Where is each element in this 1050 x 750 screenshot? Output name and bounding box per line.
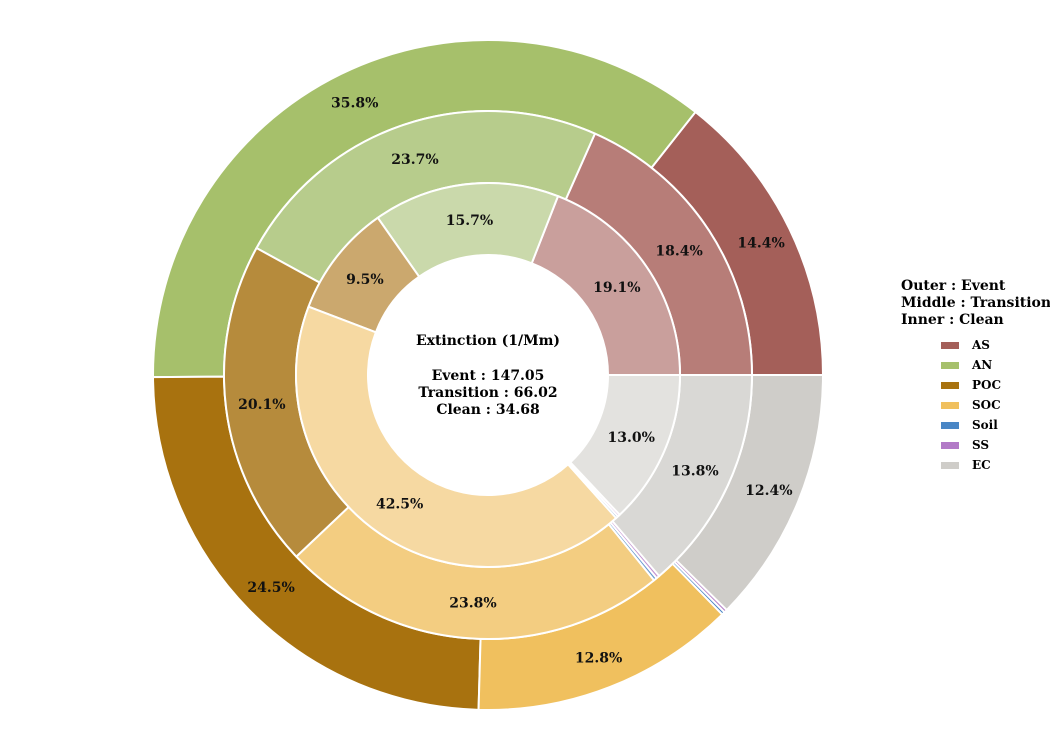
legend-label-ss: SS [972, 438, 990, 452]
legend-swatch-an [941, 361, 959, 369]
center-event-line: Event : 147.05 [432, 368, 545, 384]
middle-ring-label-soc: 23.8% [449, 596, 496, 612]
legend-swatch-as [941, 341, 959, 349]
outer-ring-label-as: 14.4% [737, 236, 784, 252]
donut-rings [151, 39, 825, 711]
middle-ring-label-ec: 13.8% [671, 464, 718, 480]
center-heading: Extinction (1/Mm) [416, 333, 560, 349]
legend-title-middle: Middle : Transition [901, 295, 1050, 311]
nested-donut-chart: 14.4% 35.8% 24.5% 12.8% 12.4% 18.4% 23.7% 20.1%… [151, 39, 825, 711]
center-clean-line: Clean : 34.68 [436, 402, 539, 418]
legend-label-ec: EC [972, 458, 991, 472]
inner-ring-label-ec: 13.0% [608, 430, 655, 446]
legend-title-outer: Outer : Event [901, 278, 1006, 294]
legend-label-an: AN [972, 358, 993, 372]
outer-ring-label-ec: 12.4% [745, 483, 792, 499]
outer-ring-label-soc: 12.8% [575, 651, 622, 667]
middle-ring-label-an: 23.7% [391, 152, 438, 168]
inner-ring-slice-ec [568, 374, 682, 517]
legend: Outer : Event Middle : Transition Inner … [901, 278, 1050, 475]
legend-label-soil: Soil [972, 418, 998, 432]
inner-ring-label-as: 19.1% [593, 280, 640, 296]
legend-swatch-ec [941, 461, 959, 469]
inner-ring-slice-soc [295, 305, 618, 568]
legend-item-soc: SOC [901, 395, 1046, 415]
legend-title-inner: Inner : Clean [901, 312, 1004, 328]
legend-swatch-ss [941, 441, 959, 449]
legend-swatch-poc [941, 381, 959, 389]
legend-item-ec: EC [901, 455, 1046, 475]
legend-swatch-soil [941, 421, 959, 429]
legend-item-soil: Soil [901, 415, 1046, 435]
legend-item-poc: POC [901, 375, 1046, 395]
outer-ring-label-an: 35.8% [331, 95, 378, 111]
center-transition-line: Transition : 66.02 [418, 385, 557, 401]
legend-item-ss: SS [901, 435, 1046, 455]
legend-label-poc: POC [972, 378, 1002, 392]
legend-label-as: AS [972, 338, 990, 352]
percentage-labels: 14.4% 35.8% 24.5% 12.8% 12.4% 18.4% 23.7% 20.1%… [238, 95, 792, 666]
inner-ring-label-soc: 42.5% [376, 497, 423, 513]
middle-ring-label-as: 18.4% [655, 244, 702, 260]
outer-ring-label-poc: 24.5% [247, 580, 294, 596]
inner-ring-label-poc: 9.5% [346, 272, 384, 288]
center-summary: Extinction (1/Mm) Event : 147.05 Transit… [416, 333, 560, 418]
inner-ring-label-an: 15.7% [446, 213, 493, 229]
legend-label-soc: SOC [972, 398, 1001, 412]
legend-item-as: AS [901, 335, 1046, 355]
legend-list: AS AN POC SOC Soil SS EC [901, 335, 1046, 475]
legend-swatch-soc [941, 401, 959, 409]
middle-ring-label-poc: 20.1% [238, 397, 285, 413]
legend-item-an: AN [901, 355, 1046, 375]
